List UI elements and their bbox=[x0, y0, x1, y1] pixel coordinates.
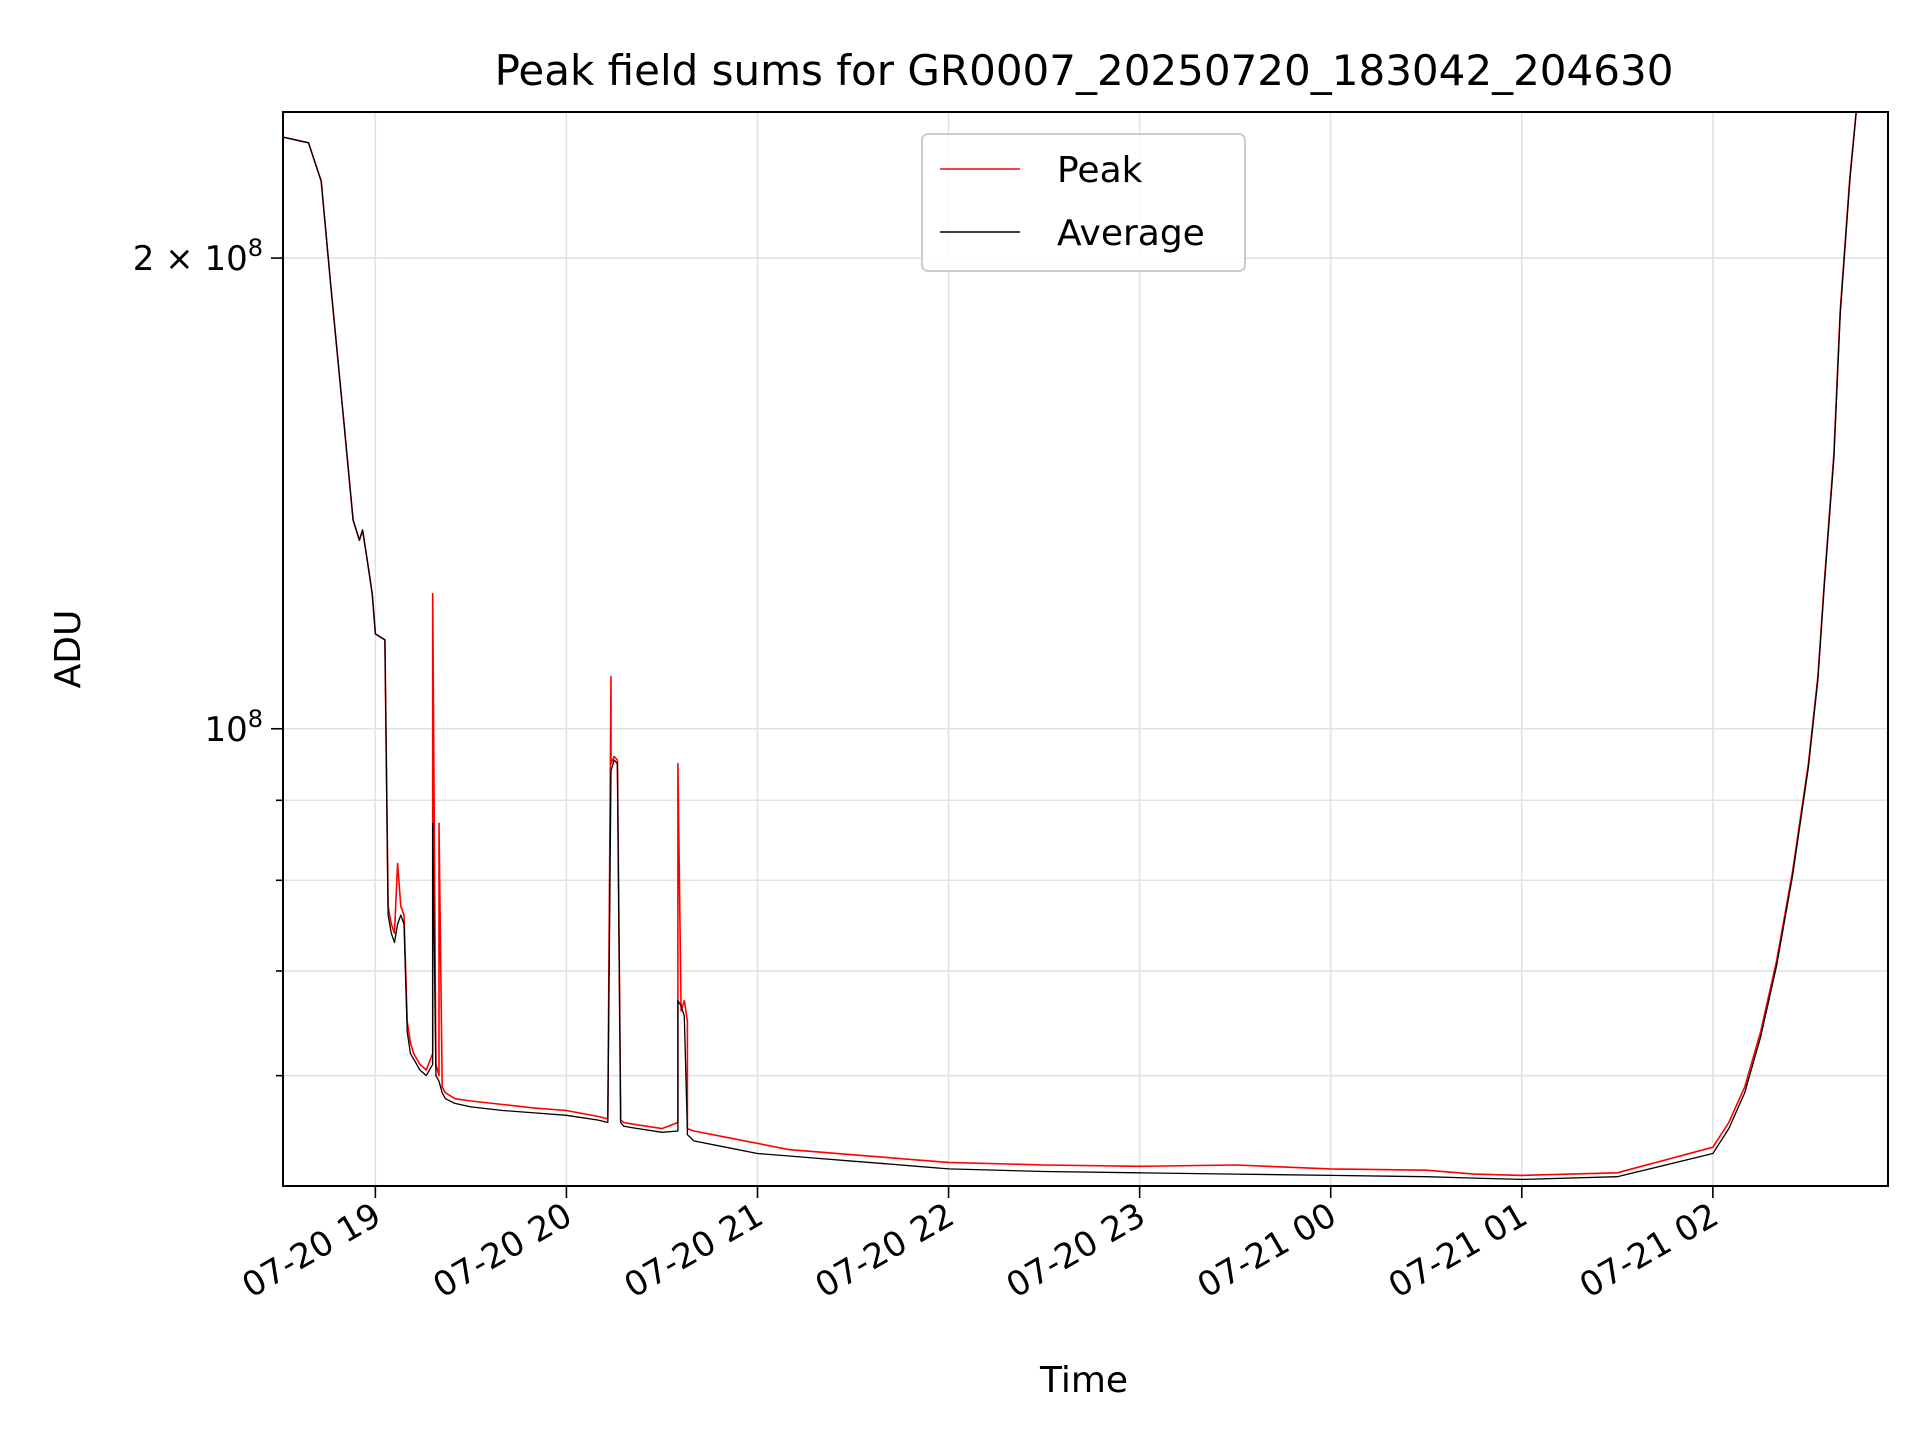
y-tick-label-base: 10 bbox=[204, 710, 247, 750]
series-layer bbox=[282, 111, 1857, 1181]
y-axis-label: ADU bbox=[48, 610, 89, 689]
y-tick-label-base: 2 × 10 bbox=[133, 239, 248, 279]
chart-title: Peak field sums for GR0007_20250720_1830… bbox=[495, 46, 1674, 95]
legend: Peak Average bbox=[921, 133, 1246, 272]
legend-label-peak: Peak bbox=[1057, 150, 1143, 191]
series-line-average bbox=[282, 111, 1857, 1181]
y-tick-label: 2 × 108 bbox=[133, 234, 263, 279]
y-tick-label-exponent: 8 bbox=[248, 705, 263, 733]
y-tick-label-exponent: 8 bbox=[248, 234, 263, 262]
y-tick-label: 108 bbox=[204, 705, 263, 750]
plot-frame bbox=[282, 111, 1889, 1187]
legend-label-average: Average bbox=[1057, 213, 1205, 254]
x-axis-label: Time bbox=[1039, 1360, 1128, 1401]
